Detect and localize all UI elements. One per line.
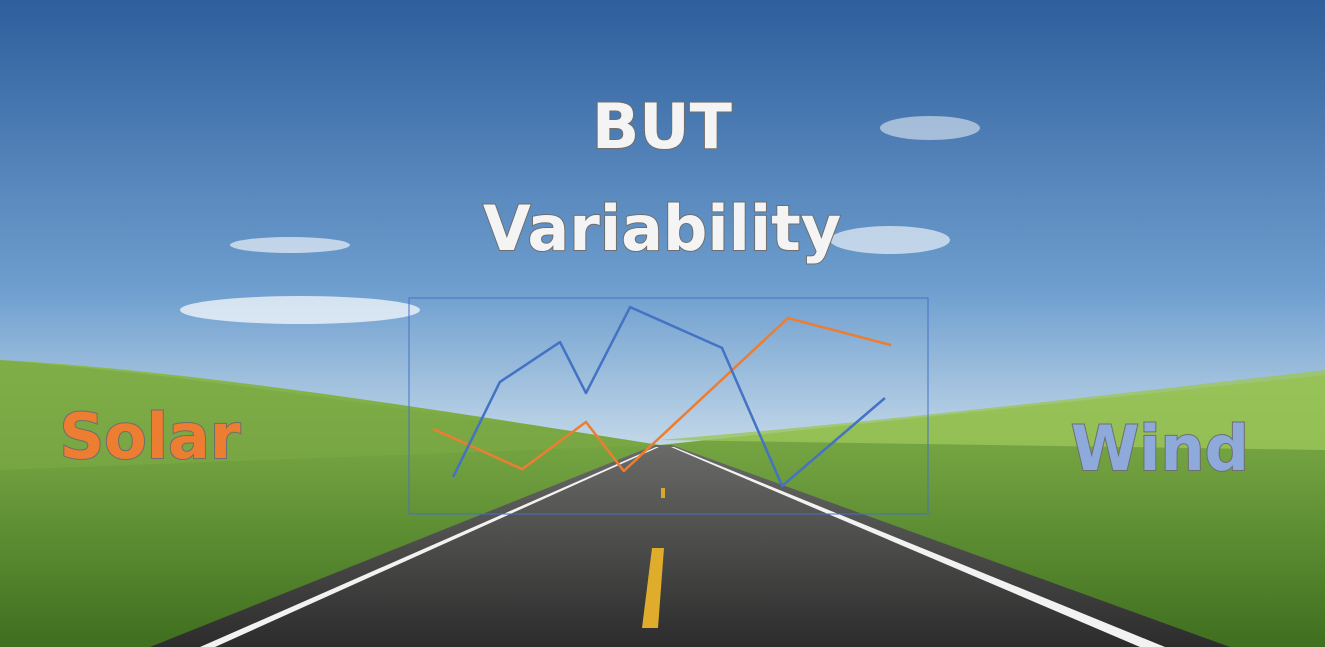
slide: BUT Variability Solar Wind <box>0 0 1325 647</box>
wind-label: Wind <box>1071 412 1249 485</box>
title: BUT <box>592 90 732 163</box>
page: BUT Variability Solar Wind (() => { cons… <box>0 0 1325 647</box>
subtitle: Variability <box>483 192 841 265</box>
solar-label: Solar <box>60 400 241 473</box>
